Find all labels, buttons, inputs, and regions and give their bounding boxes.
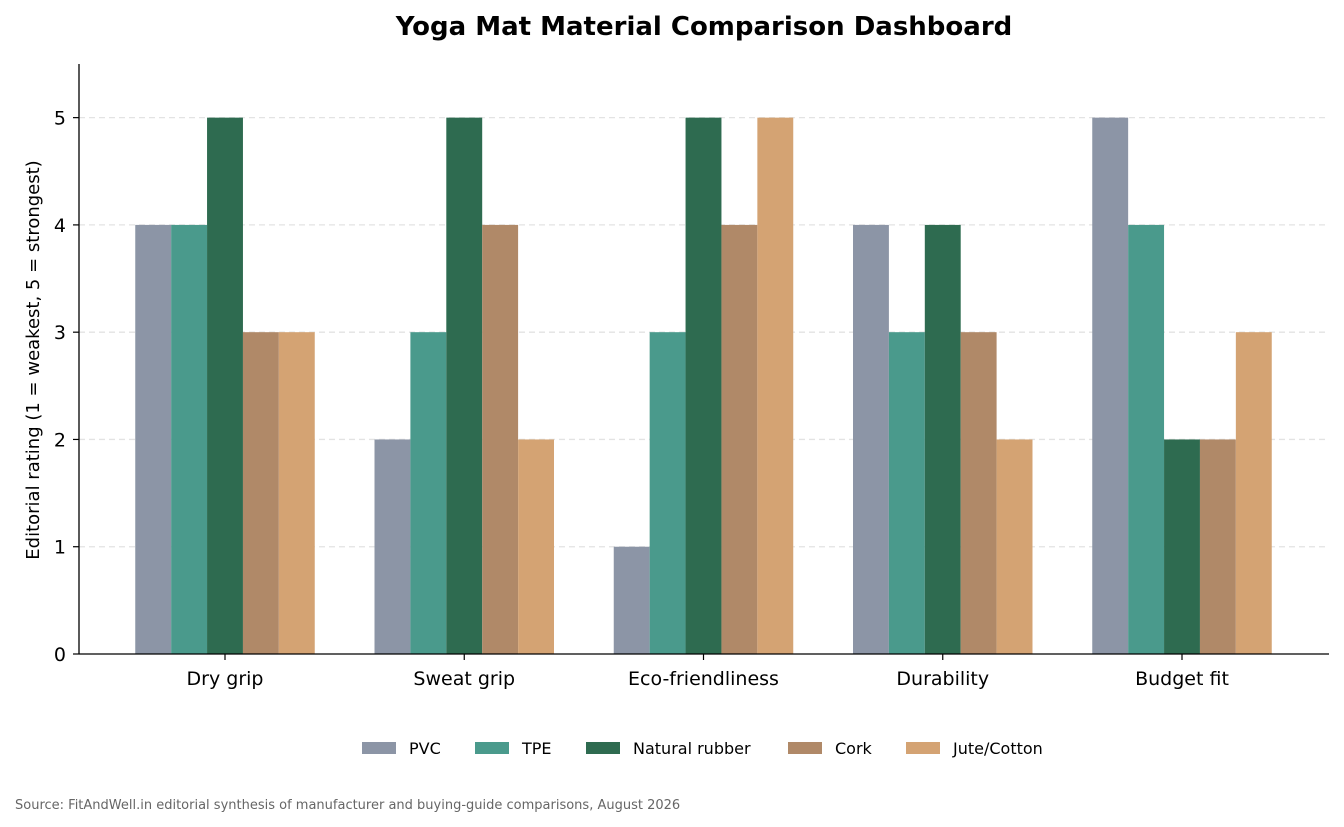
x-tick-label: Dry grip xyxy=(187,668,264,690)
bar-cork-sweat-grip xyxy=(482,224,519,654)
bar-natural-rubber-sweat-grip xyxy=(446,117,483,655)
legend-label: Cork xyxy=(835,739,873,758)
y-ticks: 0 1 2 3 4 5 xyxy=(54,108,79,666)
bar-natural-rubber-dry-grip xyxy=(207,117,243,655)
bar-pvc-eco-friendliness xyxy=(613,546,650,654)
x-tick-label: Sweat grip xyxy=(413,668,515,690)
legend-swatch xyxy=(586,742,620,754)
bar-pvc-dry-grip xyxy=(135,224,172,654)
bar-tpe-sweat-grip xyxy=(410,332,447,654)
bar-tpe-durability xyxy=(888,332,925,654)
bar-tpe-dry-grip xyxy=(171,224,208,654)
y-tick-label: 4 xyxy=(54,215,66,237)
y-tick-label: 2 xyxy=(54,429,66,451)
legend-swatch xyxy=(906,742,940,754)
x-tick-label: Budget fit xyxy=(1135,668,1229,690)
bar-jute-cotton-durability xyxy=(996,439,1033,654)
legend-swatch xyxy=(475,742,509,754)
bar-natural-rubber-durability xyxy=(924,224,961,654)
source-note: Source: FitAndWell.in editorial synthesi… xyxy=(15,798,680,813)
x-tick-label: Durability xyxy=(896,668,989,690)
bar-cork-budget-fit xyxy=(1199,439,1236,654)
bar-jute-cotton-eco-friendliness xyxy=(757,117,794,655)
legend-label: Jute/Cotton xyxy=(952,739,1043,758)
legend-label: Natural rubber xyxy=(633,739,751,758)
bar-jute-cotton-budget-fit xyxy=(1235,332,1272,654)
x-ticks: Dry grip Sweat grip Eco-friendliness Durabi… xyxy=(187,654,1229,690)
bar-jute-cotton-sweat-grip xyxy=(518,439,554,654)
legend-swatch xyxy=(362,742,396,754)
y-tick-label: 1 xyxy=(54,537,66,559)
bar-tpe-budget-fit xyxy=(1128,224,1165,654)
bar-jute-cotton-dry-grip xyxy=(278,332,315,654)
bar-natural-rubber-eco-friendliness xyxy=(685,117,722,655)
bar-pvc-durability xyxy=(853,224,889,654)
bar-natural-rubber-budget-fit xyxy=(1164,439,1200,654)
y-axis-label: Editorial rating (1 = weakest, 5 = stron… xyxy=(23,160,44,559)
y-tick-label: 5 xyxy=(54,108,66,130)
bars-group xyxy=(135,117,1272,655)
bar-cork-eco-friendliness xyxy=(721,224,758,654)
legend-label: TPE xyxy=(521,739,552,758)
legend-swatch xyxy=(788,742,822,754)
legend-label: PVC xyxy=(409,739,441,758)
x-tick-label: Eco-friendliness xyxy=(628,668,779,690)
y-tick-label: 3 xyxy=(54,322,66,344)
chart-title: Yoga Mat Material Comparison Dashboard xyxy=(395,12,1013,42)
y-tick-label: 0 xyxy=(54,644,66,666)
bar-tpe-eco-friendliness xyxy=(649,332,686,654)
bar-pvc-budget-fit xyxy=(1092,117,1129,655)
legend: PVC TPE Natural rubber Cork Jute/Cotton xyxy=(362,739,1043,758)
bar-cork-durability xyxy=(960,332,997,654)
bar-cork-dry-grip xyxy=(242,332,279,654)
bar-pvc-sweat-grip xyxy=(374,439,411,654)
